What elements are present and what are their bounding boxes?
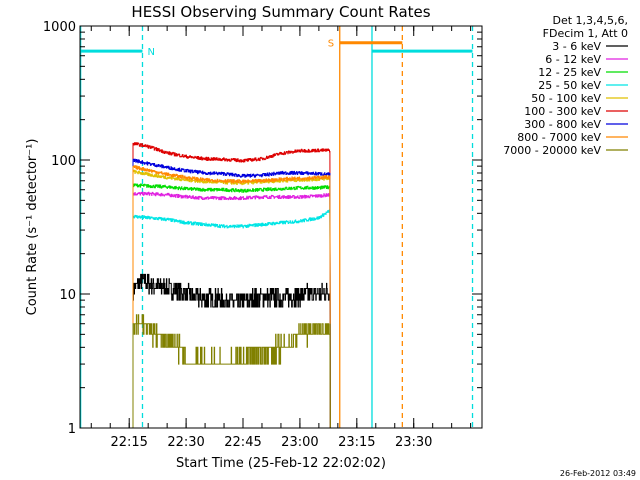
x-tick-label: 22:45 — [224, 435, 261, 450]
legend-item-label: 100 - 300 keV — [524, 105, 601, 118]
x-axis-label: Start Time (25-Feb-12 22:02:02) — [176, 456, 386, 471]
plot-frame — [79, 25, 483, 429]
x-tick-label: 22:30 — [167, 435, 204, 450]
legend-item-label: 800 - 7000 keV — [517, 131, 601, 144]
flag-label-1: S — [328, 39, 334, 50]
chart-title: HESSI Observing Summary Count Rates — [131, 3, 430, 21]
series-line-4 — [132, 169, 331, 429]
series-lines — [132, 142, 331, 429]
y-tick-label: 100 — [51, 154, 76, 169]
y-axis-label: Count Rate (s⁻¹ detector⁻¹) — [25, 139, 40, 316]
flag-overlays: NS — [79, 26, 474, 428]
y-axis-ticks: 1 10 100 1000 — [43, 20, 482, 437]
legend: Det 1,3,4,5,6,FDecim 1, Att 03 - 6 keV6 … — [503, 14, 628, 157]
legend-item-label: 12 - 25 keV — [538, 66, 601, 79]
legend-header: FDecim 1, Att 0 — [543, 27, 628, 40]
legend-header: Det 1,3,4,5,6, — [552, 14, 628, 27]
y-tick-label: 1 — [68, 422, 76, 437]
series-line-7 — [132, 165, 331, 429]
x-tick-label: 23:30 — [395, 435, 432, 450]
legend-item-label: 3 - 6 keV — [552, 40, 601, 53]
timestamp: 26-Feb-2012 03:49 — [560, 469, 636, 478]
series-line-2 — [132, 183, 331, 429]
series-line-3 — [132, 209, 331, 429]
series-line-6 — [132, 158, 331, 429]
x-tick-label: 22:15 — [110, 435, 147, 450]
legend-item-label: 300 - 800 keV — [524, 118, 601, 131]
series-line-0 — [132, 273, 331, 429]
flag-label-0: N — [147, 47, 154, 58]
legend-item-label: 7000 - 20000 keV — [503, 144, 601, 157]
y-tick-label: 1000 — [43, 20, 76, 35]
series-line-8 — [132, 314, 331, 429]
series-line-5 — [132, 142, 331, 429]
x-tick-label: 23:00 — [281, 435, 318, 450]
series-line-1 — [132, 191, 331, 429]
x-tick-label: 23:15 — [338, 435, 375, 450]
x-axis-ticks: 22:15 22:30 22:45 23:00 23:15 23:30 — [90, 26, 472, 450]
legend-item-label: 25 - 50 keV — [538, 79, 601, 92]
legend-item-label: 6 - 12 keV — [545, 53, 601, 66]
y-tick-label: 10 — [59, 288, 76, 303]
legend-item-label: 50 - 100 keV — [531, 92, 601, 105]
